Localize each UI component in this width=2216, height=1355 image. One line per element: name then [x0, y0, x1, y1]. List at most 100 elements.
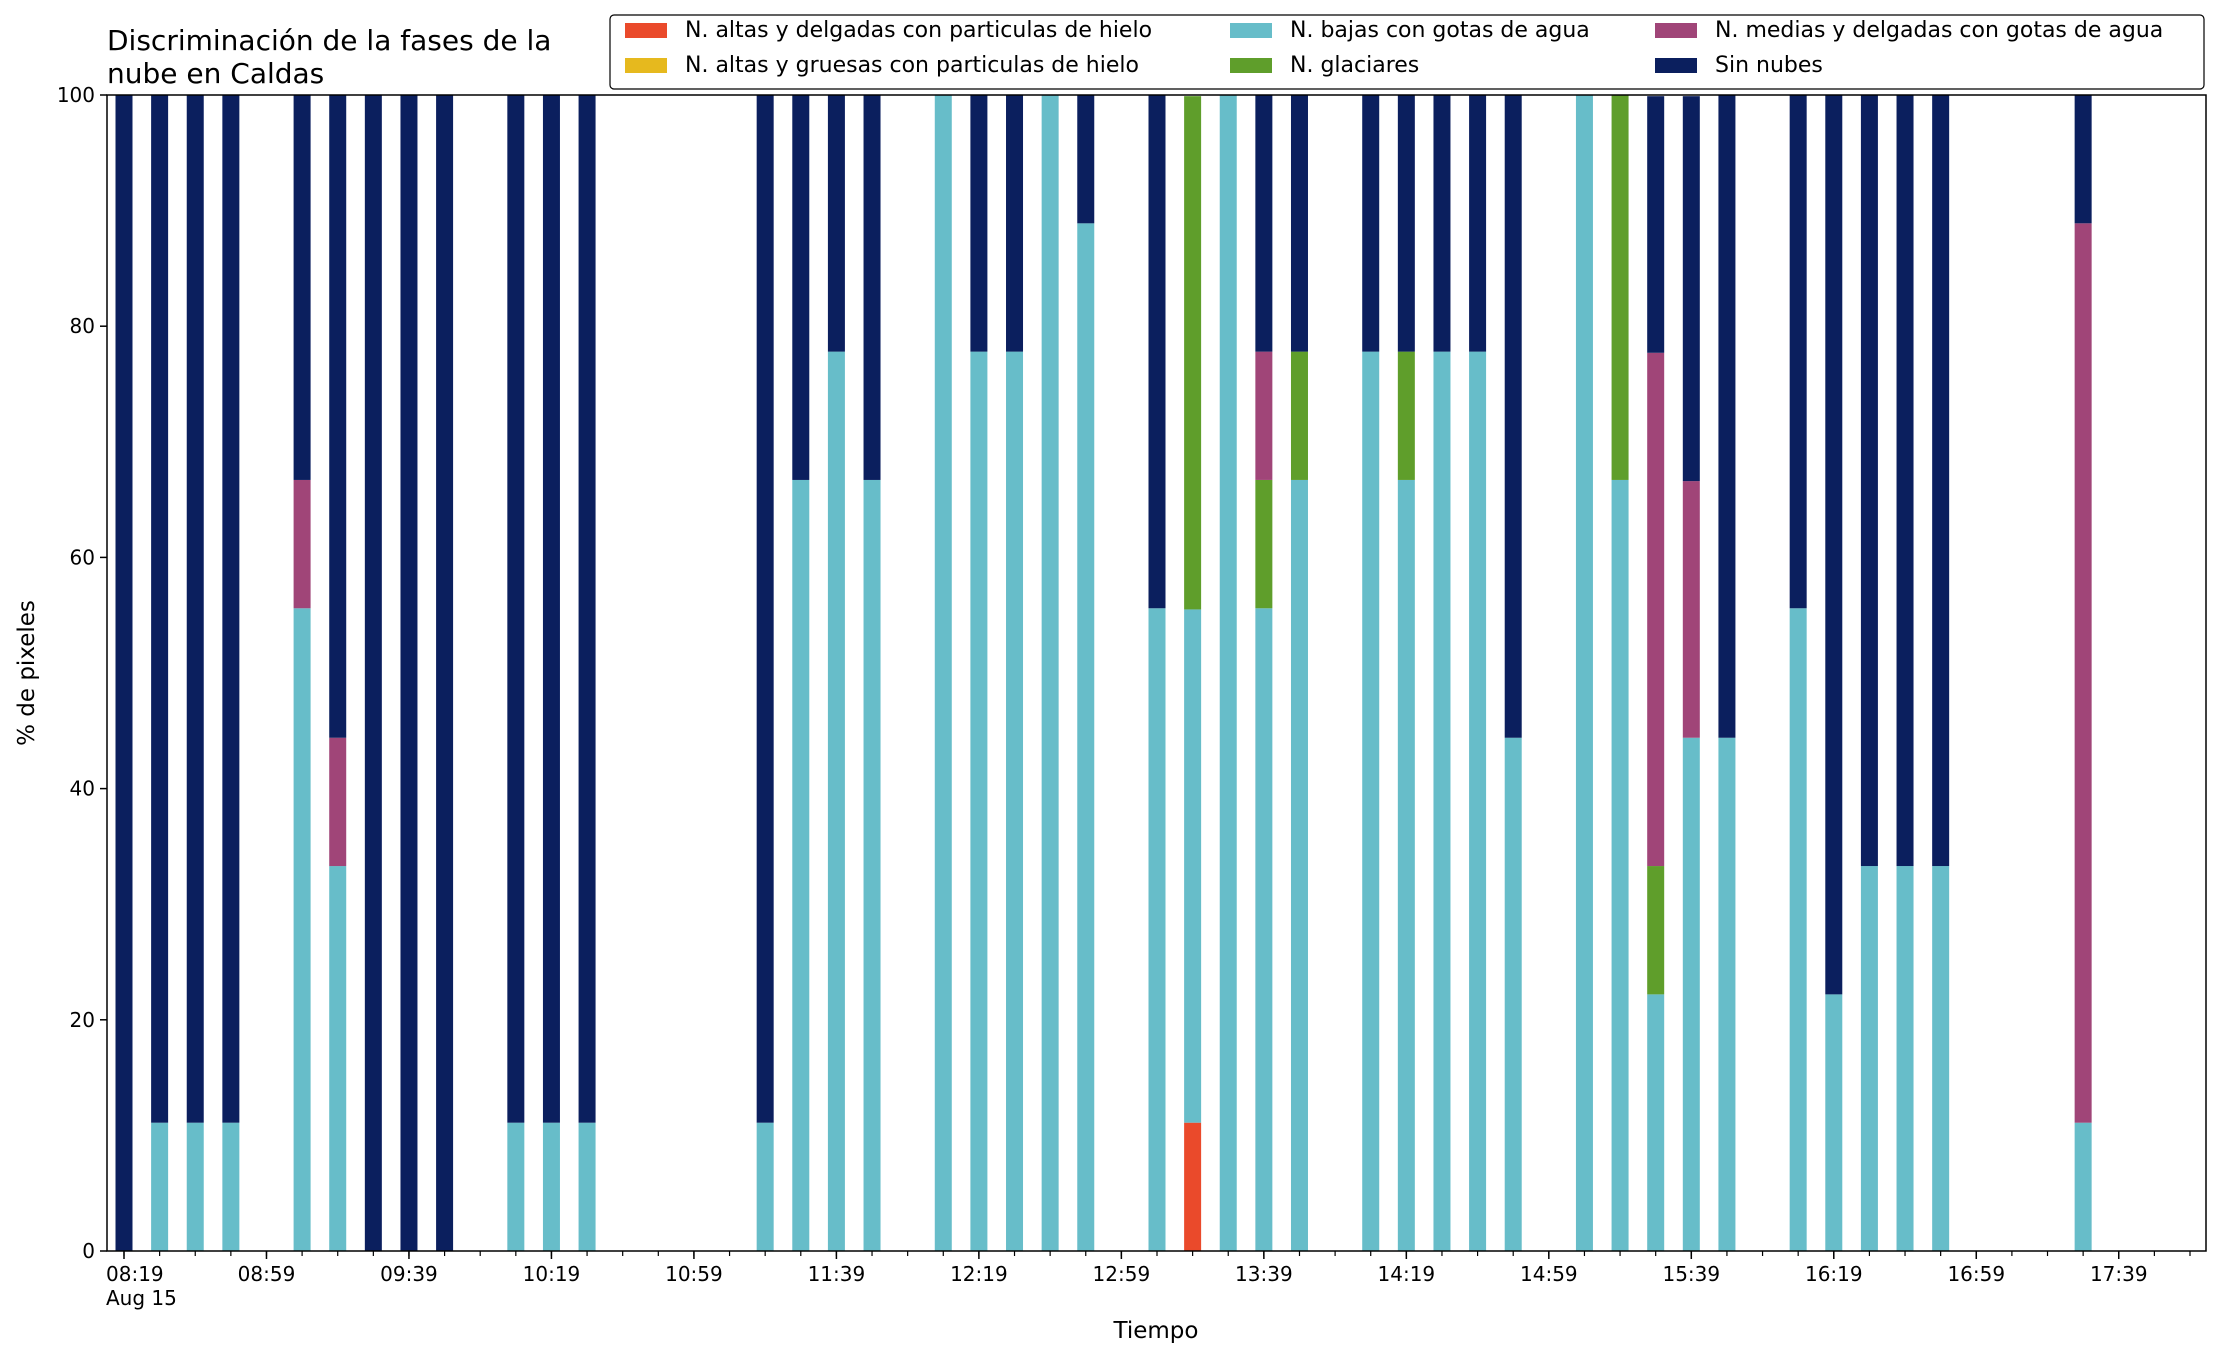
- bar-segment-sin-nubes: [436, 95, 454, 1251]
- x-tick-label-line: 14:59: [1520, 1262, 1578, 1286]
- chart-title-line: Discriminación de la fases de la: [107, 24, 551, 57]
- bar-segment-bajas-agua: [186, 1122, 204, 1251]
- bar-segment-bajas-agua: [1611, 479, 1629, 1251]
- x-tick-label-line: 16:59: [1947, 1262, 2005, 1286]
- bar-segment-bajas-agua: [934, 95, 952, 1251]
- x-tick-label-line: Aug 15: [106, 1286, 177, 1310]
- bar-segment-bajas-agua: [970, 351, 988, 1251]
- bar-segment-bajas-agua: [792, 479, 810, 1251]
- x-tick-label: 12:59: [1093, 1262, 1151, 1286]
- bar-segment-bajas-agua: [1469, 351, 1487, 1251]
- bar-segment-sin-nubes: [1362, 95, 1380, 352]
- x-tick-label-line: 10:59: [665, 1262, 723, 1286]
- x-tick-label-line: 12:59: [1093, 1262, 1151, 1286]
- y-tick-label: 80: [70, 314, 95, 338]
- bar-segment-bajas-agua: [1682, 737, 1700, 1251]
- legend-label: N. glaciares: [1290, 53, 1419, 78]
- bar-segment-bajas-agua: [1718, 737, 1736, 1251]
- bar-segment-sin-nubes: [364, 95, 382, 1251]
- bar-segment-sin-nubes: [542, 95, 560, 1123]
- bar-segment-bajas-agua: [1932, 866, 1950, 1251]
- bar-segment-sin-nubes: [507, 95, 525, 1123]
- legend-label: Sin nubes: [1715, 53, 1823, 78]
- bar-segment-bajas-agua: [1896, 866, 1914, 1251]
- bar-segment-sin-nubes: [1397, 95, 1415, 352]
- x-tick-label: 14:19: [1378, 1262, 1436, 1286]
- x-tick-label: 09:39: [380, 1262, 438, 1286]
- bar-segment-sin-nubes: [329, 95, 347, 738]
- bar-segment-medias-agua: [1682, 481, 1700, 738]
- legend-box: [609, 14, 2205, 90]
- bar-segment-sin-nubes: [1932, 95, 1950, 867]
- bar-segment-sin-nubes: [1825, 95, 1843, 995]
- bar-segment-sin-nubes: [1718, 95, 1736, 738]
- bar-segment-medias-agua: [1647, 352, 1665, 867]
- bar-segment-bajas-agua: [1575, 95, 1593, 1251]
- bar-segment-bajas-agua: [293, 608, 311, 1251]
- bar-segment-sin-nubes: [756, 95, 774, 1123]
- x-tick-label-line: 08:59: [238, 1262, 296, 1286]
- bar-segment-bajas-agua: [1290, 479, 1308, 1251]
- x-tick-label-line: 14:19: [1378, 1262, 1436, 1286]
- bars-layer: [115, 95, 2092, 1251]
- x-axis-label: Tiempo: [1113, 1318, 1199, 1344]
- bar-segment-bajas-agua: [222, 1122, 240, 1251]
- x-tick-label: 10:59: [665, 1262, 723, 1286]
- x-tick-label-line: 12:19: [950, 1262, 1008, 1286]
- bar-segment-sin-nubes: [1469, 95, 1487, 352]
- bar-segment-bajas-agua: [827, 351, 845, 1251]
- bar-segment-bajas-agua: [1255, 608, 1273, 1251]
- legend-label: N. altas y gruesas con particulas de hie…: [685, 53, 1139, 78]
- bar-segment-sin-nubes: [186, 95, 204, 1123]
- x-tick-label: 08:19 Aug 15: [106, 1262, 177, 1310]
- bar-segment-bajas-agua: [542, 1122, 560, 1251]
- bar-segment-bajas-agua: [329, 866, 347, 1251]
- legend: N. altas y delgadas con particulas de hi…: [609, 14, 2205, 90]
- bar-segment-bajas-agua: [2074, 1122, 2092, 1251]
- bar-segment-bajas-agua: [863, 479, 881, 1251]
- bar-segment-sin-nubes: [1504, 95, 1522, 738]
- bar-segment-bajas-agua: [1789, 608, 1807, 1251]
- y-tick-label: 40: [70, 777, 95, 801]
- x-tick-label-line: 09:39: [380, 1262, 438, 1286]
- bar-segment-glaciares: [1397, 351, 1415, 480]
- bar-segment-bajas-agua: [1184, 609, 1202, 1123]
- bar-segment-bajas-agua: [1148, 608, 1166, 1251]
- bar-segment-medias-agua: [329, 737, 347, 867]
- bar-segment-sin-nubes: [1077, 95, 1095, 224]
- bar-segment-bajas-agua: [1504, 737, 1522, 1251]
- legend-label: N. medias y delgadas con gotas de agua: [1715, 18, 2163, 43]
- bar-segment-sin-nubes: [293, 95, 311, 480]
- x-tick-label-line: 17:39: [2090, 1262, 2148, 1286]
- bar-segment-medias-agua: [293, 479, 311, 609]
- x-tick-label: 15:39: [1662, 1262, 1720, 1286]
- y-axis: 0 20 40 60 80 100: [57, 83, 107, 1263]
- legend-swatch: [1655, 23, 1697, 38]
- bar-segment-sin-nubes: [222, 95, 240, 1123]
- bar-segment-sin-nubes: [578, 95, 596, 1123]
- x-tick-label: 14:59: [1520, 1262, 1578, 1286]
- bar-segment-glaciares: [1611, 95, 1629, 480]
- y-tick-label: 60: [70, 545, 95, 569]
- x-tick-label-line: 16:19: [1805, 1262, 1863, 1286]
- x-tick-label: 17:39: [2090, 1262, 2148, 1286]
- chart-title: Discriminación de la fases de la nube en …: [107, 24, 551, 90]
- bar-segment-sin-nubes: [1006, 95, 1024, 352]
- x-tick-label: 11:39: [808, 1262, 866, 1286]
- legend-swatch: [625, 23, 667, 38]
- x-tick-label-line: 13:39: [1235, 1262, 1293, 1286]
- bar-segment-bajas-agua: [151, 1122, 169, 1251]
- bar-segment-medias-agua: [2074, 223, 2092, 1123]
- x-tick-label: 10:19: [523, 1262, 581, 1286]
- bar-segment-sin-nubes: [1860, 95, 1878, 867]
- bar-segment-hielo-delgadas: [1184, 1122, 1202, 1251]
- bar-segment-glaciares: [1290, 351, 1308, 480]
- x-axis: 08:19 Aug 15 08:59 09:39 10:19 10:59 11:39 12:1…: [106, 1251, 2191, 1310]
- chart-title-line: nube en Caldas: [107, 57, 324, 90]
- bar-segment-sin-nubes: [970, 95, 988, 352]
- bar-segment-glaciares: [1255, 479, 1273, 609]
- bar-segment-bajas-agua: [1397, 479, 1415, 1251]
- y-tick-label: 20: [70, 1008, 95, 1032]
